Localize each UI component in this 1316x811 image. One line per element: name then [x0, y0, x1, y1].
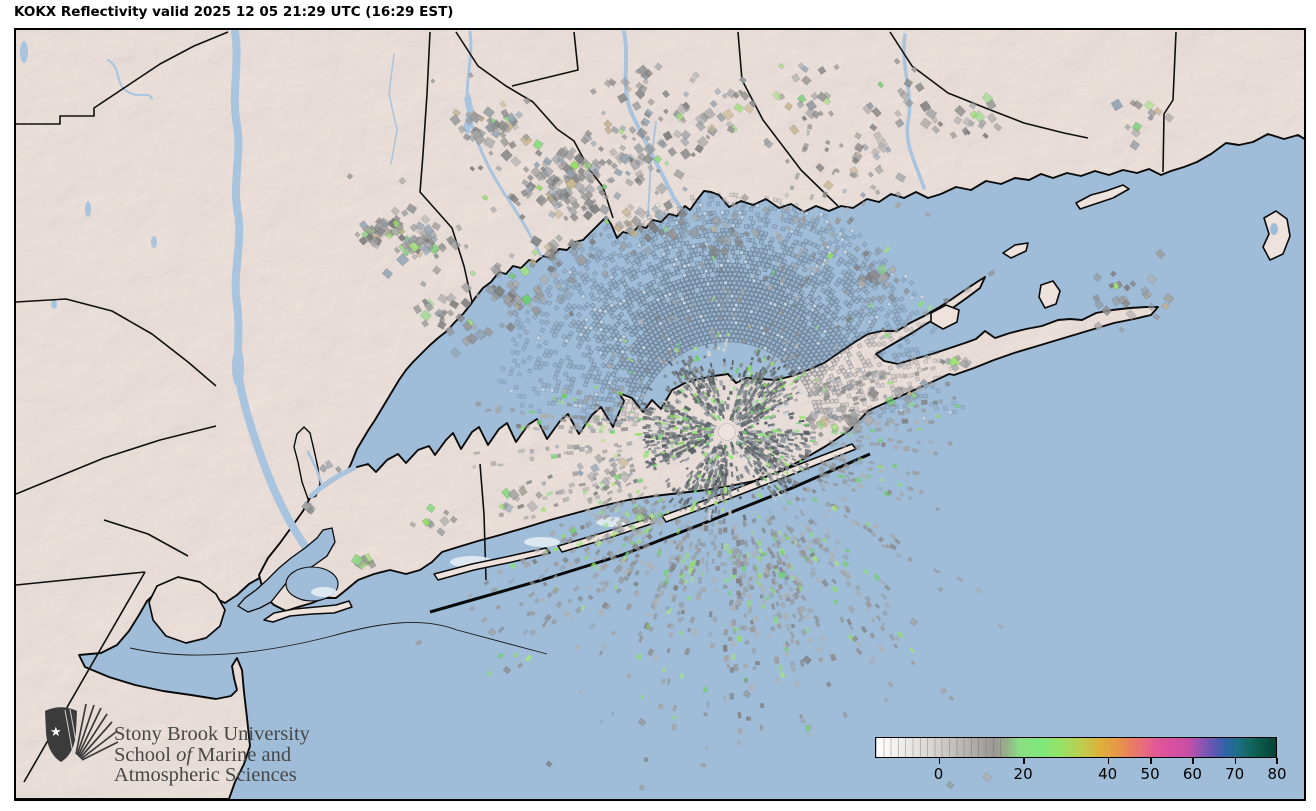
- colorbar-tick-label: 70: [1225, 765, 1245, 783]
- colorbar-tick: [1023, 758, 1025, 764]
- logo-line-1: Stony Brook University: [114, 723, 310, 745]
- colorbar-tick-label: 40: [1098, 765, 1118, 783]
- plum-island: [1002, 242, 1029, 259]
- reflectivity-colorbar: 0 20 40 50 60 70 80: [875, 737, 1287, 789]
- lakes: [20, 41, 474, 387]
- colorbar-tick: [938, 758, 940, 764]
- logo-line-2: School of Marine and: [114, 743, 292, 766]
- colorbar-tick-label: 60: [1182, 765, 1202, 783]
- radar-fine-mesh-layer: [497, 192, 966, 427]
- shelter-island: [930, 304, 960, 330]
- fishers-island: [1075, 184, 1130, 210]
- radar-clutter-layer: [301, 57, 1175, 791]
- colorbar-tick: [1150, 758, 1152, 764]
- radar-site-kokx: [718, 423, 736, 441]
- page-title: KOKX Reflectivity valid 2025 12 05 21:29…: [14, 4, 454, 20]
- colorbar-stripes: [876, 738, 1007, 757]
- east-islands: [930, 184, 1291, 330]
- colorbar-tick-label: 0: [933, 765, 944, 783]
- stony-brook-logo: ★ Stony Brook University School of Marin…: [42, 702, 342, 799]
- colorbar-tick: [1192, 758, 1194, 764]
- logo-text: Stony Brook University School of Marine …: [114, 724, 310, 786]
- colorbar-tick-label: 80: [1267, 765, 1287, 783]
- political-borders: [16, 31, 1177, 783]
- rivers: [107, 30, 926, 562]
- map-canvas: [16, 30, 1304, 799]
- colorbar-tick-label: 50: [1140, 765, 1160, 783]
- radar-map: 0 20 40 50 60 70 80 ★: [14, 28, 1306, 801]
- colorbar-tick: [1276, 758, 1278, 764]
- colorbar-tick-label: 20: [1013, 765, 1033, 783]
- colorbar-tick: [1107, 758, 1110, 764]
- stony-brook-shield-icon: ★: [45, 703, 119, 762]
- block-island-pond: [1270, 223, 1278, 235]
- channel-line: [129, 622, 548, 656]
- colorbar-gradient: [875, 737, 1277, 758]
- block-island: [1262, 210, 1291, 261]
- gardiners-island: [1038, 280, 1061, 309]
- barrier-boundary-line: [429, 452, 871, 614]
- colorbar-tick: [1234, 758, 1237, 764]
- logo-line-3: Atmospheric Sciences: [114, 764, 297, 786]
